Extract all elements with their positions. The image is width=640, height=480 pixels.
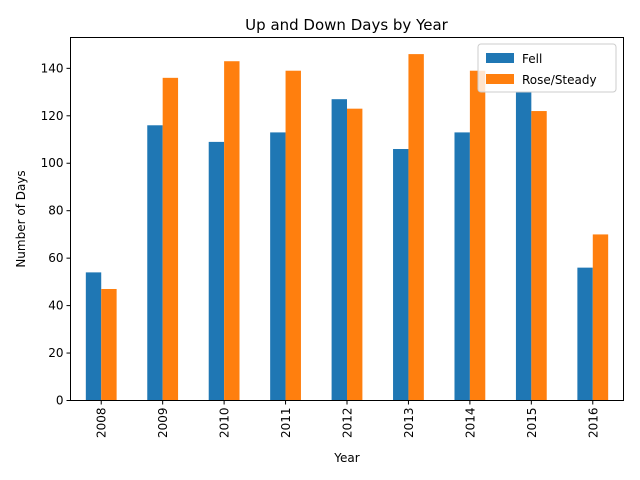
x-tick-label: 2014 xyxy=(463,408,477,439)
bar-rose-steady-2010 xyxy=(224,61,240,401)
bar-rose-steady-2011 xyxy=(285,70,301,401)
y-axis: 0 20 40 60 80 100 120 140 xyxy=(41,61,71,408)
plot-frame xyxy=(70,37,624,401)
y-tick-label: 20 xyxy=(48,346,63,360)
bar-fell-2014 xyxy=(454,132,470,401)
legend: Fell Rose/Steady xyxy=(477,43,617,93)
x-tick-label: 2009 xyxy=(156,408,170,439)
y-axis-label: Number of Days xyxy=(14,170,28,267)
y-tick-label: 100 xyxy=(41,156,64,170)
bar-fell-2011 xyxy=(270,132,286,401)
bar-fell-2013 xyxy=(393,149,409,401)
bar-rose-steady-2016 xyxy=(592,234,609,401)
bar-fell-2008 xyxy=(85,272,102,401)
y-tick-label: 140 xyxy=(41,61,64,75)
bars-group xyxy=(85,54,609,401)
legend-swatch-rose-steady xyxy=(486,74,514,84)
y-tick-label: 40 xyxy=(48,299,63,313)
bar-fell-2009 xyxy=(147,125,163,401)
bar-fell-2010 xyxy=(208,141,225,401)
bar-rose-steady-2012 xyxy=(347,108,363,401)
x-tick-label: 2011 xyxy=(279,408,293,439)
legend-label-rose-steady: Rose/Steady xyxy=(522,73,597,87)
legend-label-fell: Fell xyxy=(522,52,542,66)
bar-rose-steady-2009 xyxy=(162,77,179,401)
bar-fell-2012 xyxy=(331,99,347,401)
bar-rose-steady-2015 xyxy=(531,111,547,401)
x-axis-label: Year xyxy=(333,451,359,465)
y-tick-label: 60 xyxy=(48,251,63,265)
x-tick-label: 2010 xyxy=(218,408,232,439)
y-tick-label: 0 xyxy=(56,394,64,408)
y-tick-label: 120 xyxy=(41,109,64,123)
x-tick-label: 2013 xyxy=(402,408,416,439)
bar-rose-steady-2013 xyxy=(408,54,424,401)
y-tick-label: 80 xyxy=(48,204,63,218)
bar-fell-2016 xyxy=(577,267,593,401)
x-tick-label: 2015 xyxy=(525,408,539,439)
x-axis: 2008 2009 2010 2011 2012 2013 2014 2015 2016 xyxy=(95,400,600,439)
chart-title: Up and Down Days by Year xyxy=(245,16,448,34)
x-tick-label: 2008 xyxy=(95,408,109,439)
legend-swatch-fell xyxy=(486,53,514,63)
bar-rose-steady-2014 xyxy=(469,70,486,401)
x-tick-label: 2016 xyxy=(586,408,600,439)
bar-fell-2015 xyxy=(515,92,532,401)
bar-rose-steady-2008 xyxy=(101,288,117,401)
x-tick-label: 2012 xyxy=(341,408,355,439)
